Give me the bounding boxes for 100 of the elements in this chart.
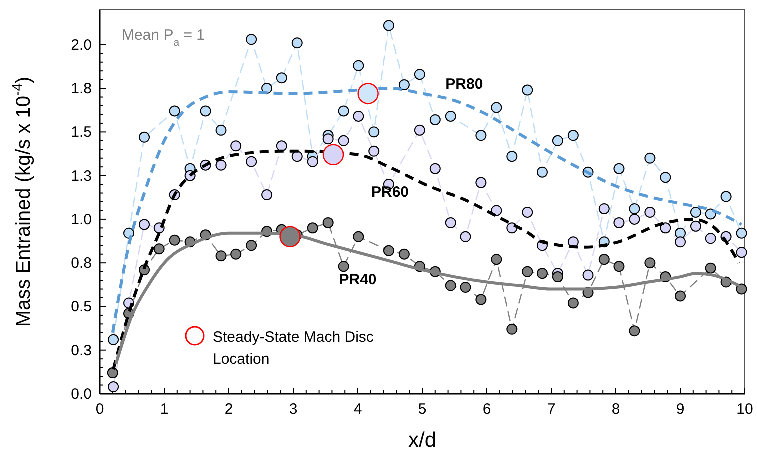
point [169,234,180,246]
point [675,236,686,248]
point [216,250,227,262]
point [200,106,212,117]
x-tick-label: 2 [224,401,234,418]
point [644,258,656,269]
point [139,219,150,230]
point [536,166,548,178]
point [491,254,502,266]
point [414,69,426,80]
x-tick-label: 6 [482,401,492,418]
point [353,110,364,122]
series-label: PR80 [446,76,484,93]
point [522,266,534,278]
point [690,220,702,232]
point [276,72,288,84]
point [353,231,364,242]
point [582,270,594,281]
point [736,284,748,295]
point [506,151,518,162]
point [246,240,258,252]
legend-label: Steady-State Mach Disc Location [213,329,374,368]
point [276,140,288,152]
point [246,34,258,46]
point [675,228,686,239]
point [368,126,380,138]
point [506,324,518,335]
annotation: Mean P$_{a}$ = 1 [122,27,205,49]
point [414,124,426,136]
point [614,217,625,228]
point [705,262,716,274]
point [720,191,732,202]
x-tick-label: 4 [354,401,362,418]
point [108,334,120,346]
point [307,222,318,234]
y-tick-label: 0.8 [71,255,92,272]
point [353,60,364,72]
point [358,83,379,104]
point [460,231,472,242]
y-tick-label: 0.5 [71,298,92,316]
point [491,102,502,114]
point [476,177,487,188]
y-tick-label: 1.0 [71,211,92,228]
point [660,172,672,184]
point [690,206,702,218]
x-tick-label: 1 [160,401,169,418]
point [139,132,150,143]
point [445,217,456,228]
x-tick-label: 0 [96,401,104,418]
point [736,247,748,258]
point [154,244,165,255]
point [383,20,394,32]
point [460,282,472,294]
point [338,106,350,117]
point [108,382,120,393]
point [705,233,716,244]
point [430,114,441,126]
x-tick-label: 8 [612,401,620,418]
point [169,106,180,117]
point [614,261,625,272]
point [398,80,410,91]
point [522,206,534,218]
y-tick-label: 0.0 [71,386,92,403]
x-axis-title: x/d [408,429,437,452]
point [736,228,748,239]
series-label: PR60 [371,184,410,202]
point [383,245,394,256]
point [230,248,242,260]
point [124,228,135,239]
x-tick-label: 9 [676,401,685,418]
point [322,134,334,145]
point [262,83,273,94]
series-label: PR40 [339,272,377,289]
point [598,254,610,266]
point [476,294,487,306]
x-tick-label: 5 [418,401,427,418]
point [292,38,303,49]
point [522,84,534,96]
y-tick-label: 1.5 [71,124,92,142]
point [230,140,242,152]
point [598,203,610,214]
point [552,135,564,146]
x-tick-label: 10 [736,401,754,418]
point [552,272,564,283]
point [430,163,441,174]
point [216,160,227,171]
point [445,110,456,122]
point [445,280,456,292]
point [216,124,227,136]
point [536,268,548,280]
point [338,261,350,272]
y-tick-label: 1.3 [71,168,92,185]
y-tick-label: 2.0 [71,36,92,54]
point [368,146,380,157]
y-tick-label: 0.3 [71,342,92,360]
point [398,248,410,260]
x-tick-label: 3 [289,401,298,418]
point [660,222,672,234]
point [322,217,334,228]
point [491,205,502,216]
